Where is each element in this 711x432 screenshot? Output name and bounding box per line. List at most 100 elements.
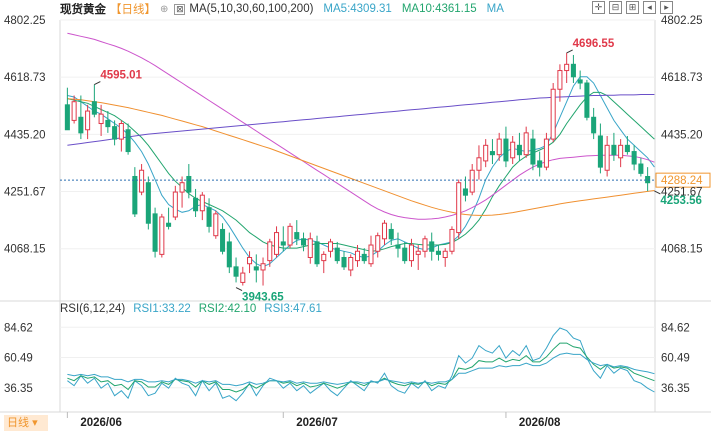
candle-down [516,144,522,156]
candle-down [645,175,651,184]
ma-line-ma5 [67,76,655,268]
candle-up [71,101,77,121]
candle-up [240,272,246,283]
rsi-tick-label-right: 60.49 [661,353,690,365]
candle-up [213,213,219,237]
moving-average-layer [67,32,655,268]
candle-down [253,266,259,271]
candle-down [186,175,192,193]
timeframe-button[interactable]: 日线 ▾ [4,415,48,431]
ma-line-ma30 [67,32,655,220]
crosshair-icon[interactable]: ✛ [592,1,605,14]
candle-down [280,241,286,246]
ma-more-value: MA [486,3,504,15]
zoom-in-icon[interactable]: ⊞ [626,1,639,14]
candle-down [462,188,468,196]
price-tick-label-left: 4068.15 [4,244,46,256]
settings-icon[interactable]: ⊕ [160,3,169,15]
ma-line-ma60 [67,98,655,216]
candle-down [388,228,394,240]
ma10-value: MA10:4361.15 [401,3,477,15]
timeframe-label[interactable]: 【日线】 [110,4,156,16]
annotation-leader [654,190,661,195]
price-annotation-label: 4253.56 [660,195,702,207]
x-tick-label: 2026/06 [80,417,122,429]
rsi-header: RSI(6,12,24) RSI1:33.22 RSI2:42.10 RSI3:… [0,303,322,315]
rsi-tick-label-right: 36.35 [661,383,690,395]
candle-down [166,222,172,227]
candle-up [354,250,361,262]
candle-up [368,244,374,265]
candle-down [537,160,543,168]
candle-down [402,247,408,262]
candle-up [327,241,334,252]
candle-down [145,182,151,224]
candle-up [85,110,91,131]
candle-down [226,241,232,268]
rsi-tick-label-left: 84.62 [4,322,33,334]
candle-down [220,228,226,252]
ma5-value: MA5:4309.31 [323,3,392,15]
ma-line-ma200 [67,94,655,146]
candle-down [597,135,603,168]
ma-toggle-icon[interactable]: ⊠ [174,3,186,15]
price-tick-label-right: 4068.15 [661,244,703,256]
candle-down [233,266,239,277]
rsi-line-rsi3 [67,352,655,387]
price-tick-label-left: 4618.73 [4,72,46,84]
candle-down [152,213,158,252]
rsi-layer [67,327,655,402]
candle-down [334,247,340,262]
rsi-params-label[interactable]: RSI(6,12,24) [60,303,126,315]
scroll-left-icon[interactable]: ◂ [643,1,656,14]
annotation-leader [566,49,573,54]
candle-down [91,101,97,115]
rsi-tick-label-left: 36.35 [4,383,33,395]
candle-up [456,182,462,234]
scroll-right-icon[interactable]: ▸ [660,1,673,14]
candle-down [193,197,199,212]
candle-up [139,169,145,193]
candle-up [267,241,273,262]
candle-up [172,191,178,218]
candle-down [300,238,307,246]
candle-down [489,151,495,156]
candle-down [314,241,320,265]
price-tick-label-right: 4435.20 [661,129,703,141]
candle-up [604,144,610,171]
candle-up [442,250,448,258]
candle-up [510,141,516,159]
annotation-leader [235,287,243,291]
candle-down [435,250,441,255]
candle-down [125,129,131,153]
candle-up [550,88,556,140]
candle-down [361,253,367,262]
zoom-out-icon[interactable]: ⊟ [609,1,622,14]
annotation-layer: 4696.55 4595.01 3943.65 4253.56 4288.24 [60,38,711,304]
axis-layer: 4068.15 4068.15 4251.67 4251.67 4435.20 4435.… [4,15,703,429]
candle-up [348,256,354,271]
candle-down [584,82,590,118]
candle-up [408,244,415,262]
ma-params-label[interactable]: MA(5,10,30,60,100,200) [189,3,314,15]
ma-line-ma10 [67,91,655,252]
x-tick-label: 2026/08 [519,417,561,429]
candle-down [395,244,401,249]
current-price-tag [655,172,711,188]
rsi2-value: RSI2:42.10 [198,303,257,315]
candle-up [98,113,104,125]
candle-up [523,132,529,156]
candle-down [591,116,597,134]
candle-up [287,225,293,246]
candle-layer [64,52,651,286]
candle-down [624,144,630,153]
instrument-title: 现货黄金 [60,4,106,16]
candle-up [274,232,280,255]
candle-down [132,175,138,215]
candle-up [260,263,266,271]
rsi-tick-label-left: 60.49 [4,353,33,365]
candle-up [557,70,563,90]
candle-down [577,79,583,84]
candle-up [449,228,455,252]
